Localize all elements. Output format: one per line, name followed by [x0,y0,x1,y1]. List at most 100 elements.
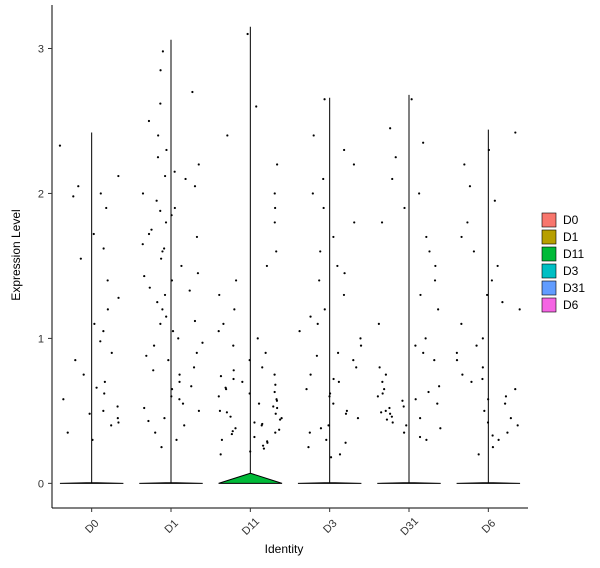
point [475,344,478,347]
point [159,209,162,212]
point [248,392,251,395]
point [165,315,168,318]
point [229,415,232,418]
point [192,366,196,369]
point [163,293,167,297]
y-tick-label: 0 [38,478,44,490]
point [160,446,163,449]
x-axis-title: Identity [265,542,304,556]
point [509,417,512,420]
point [329,456,333,459]
point [92,232,95,236]
point [217,330,220,333]
point [518,308,521,311]
point [274,206,277,210]
point [414,398,417,401]
point [278,418,282,421]
point [380,411,383,414]
y-tick-label: 3 [38,43,44,55]
point [381,392,384,395]
point [106,308,109,311]
point [481,377,484,381]
point [402,431,406,434]
point [231,430,234,433]
point [102,409,105,412]
point [419,417,422,420]
point [428,250,431,253]
point [110,351,113,354]
point [323,308,326,311]
point [380,221,384,224]
point [232,369,235,372]
point [147,232,151,236]
point [246,32,249,36]
point [436,402,439,405]
point [110,424,113,427]
point [117,296,120,299]
point [62,398,65,401]
point [165,148,168,152]
point [319,250,322,253]
point [276,406,279,410]
point [353,221,356,224]
point [486,293,489,297]
point [496,264,499,268]
point [422,141,425,144]
point [477,453,480,456]
point [143,406,146,410]
point [487,398,490,401]
point [249,450,252,453]
point [319,427,323,430]
point [514,388,517,391]
point [315,354,318,357]
y-tick-label: 1 [38,333,44,345]
point [232,344,235,347]
point [425,235,428,239]
point [506,431,509,434]
violin [297,97,362,484]
point [219,453,222,456]
point [414,344,417,347]
point [389,412,392,415]
point [170,214,173,217]
point [385,418,389,421]
point [308,431,311,434]
point [490,279,493,282]
point [332,377,335,381]
point [388,406,391,410]
point [384,373,387,376]
point [105,206,108,210]
point [170,388,174,391]
point [66,431,69,434]
point [491,446,495,449]
violin [139,39,203,484]
x-tick-label: D31 [398,515,421,538]
point [273,221,276,224]
point [422,351,425,354]
point [220,438,224,441]
point [402,405,405,408]
point [181,402,185,405]
point [487,148,490,152]
point [316,322,319,326]
point [322,177,325,181]
violin [456,129,521,484]
point [378,366,381,369]
point [433,279,437,282]
point [91,438,94,441]
point [256,337,259,340]
point [338,453,342,456]
point [82,373,85,376]
point [103,380,106,383]
legend-swatch [541,229,557,245]
x-tick-label: D6 [480,517,498,535]
point [230,432,233,436]
point [503,402,507,405]
point [309,373,312,376]
point [160,257,163,260]
point [232,377,235,381]
point [163,417,166,420]
point [175,438,178,441]
point [195,235,199,239]
point [265,264,269,268]
